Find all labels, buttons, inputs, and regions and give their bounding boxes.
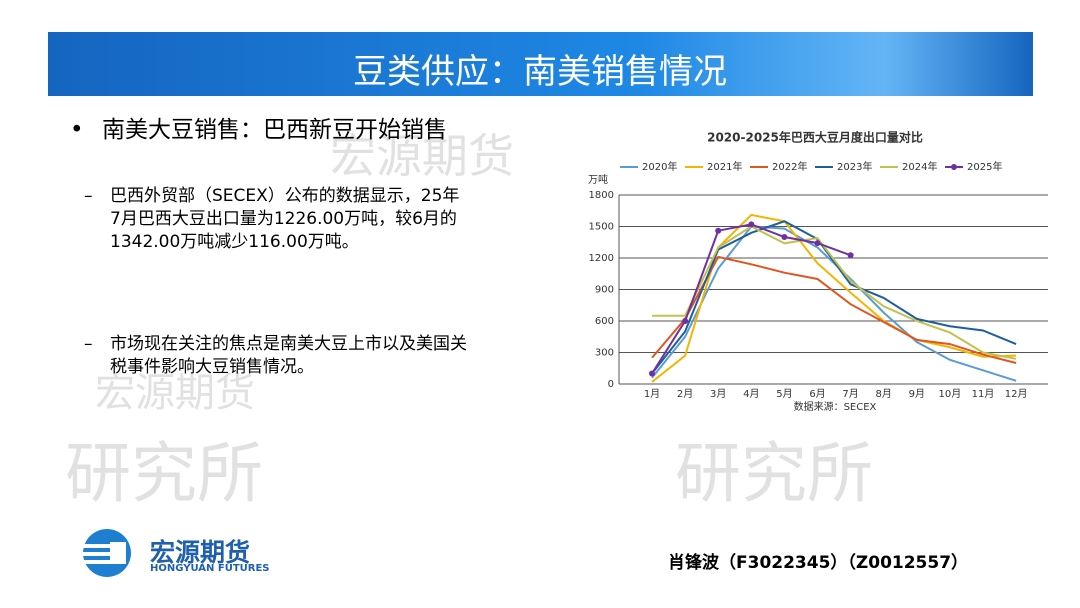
y-tick-label: 1500	[589, 222, 614, 233]
point	[814, 240, 821, 247]
series-line	[651, 255, 1017, 364]
title-banner	[48, 32, 1033, 96]
x-tick-label: 9月	[909, 388, 925, 400]
x-tick-label: 11月	[972, 388, 995, 400]
x-tick-label: 10月	[939, 388, 962, 400]
y-axis-label: 万吨	[588, 173, 608, 186]
y-tick-label: 600	[595, 316, 614, 327]
sub-bullet: 市场现在关注的焦点是南美大豆上市以及美国关税事件影响大豆销售情况。	[84, 333, 470, 379]
slide-title: 豆类供应：南美销售情况	[353, 52, 727, 92]
point	[781, 234, 788, 240]
y-tick-label: 1200	[589, 253, 614, 264]
legend-label: 2024年	[902, 160, 937, 173]
x-tick-label: 3月	[710, 388, 726, 400]
point	[682, 318, 689, 324]
logo-name: 宏源期货	[150, 538, 251, 567]
watermark: 研究所	[675, 435, 873, 512]
legend-label: 2025年	[967, 160, 1002, 173]
x-tick-label: 8月	[876, 388, 892, 400]
watermark: 研究所	[65, 435, 263, 512]
point	[748, 221, 755, 228]
y-tick-label: 1800	[589, 190, 614, 201]
series-line	[651, 213, 1017, 383]
chart: 2020-2025年巴西大豆月度出口量对比 万吨 数据来源：SECEX 0 300…	[588, 130, 1048, 413]
source: 数据来源：SECEX	[794, 400, 877, 413]
x-tick-label: 2月	[677, 388, 693, 400]
point	[847, 252, 854, 259]
bullet: • 南美大豆销售：巴西新豆开始销售	[70, 115, 490, 145]
watermark: 宏源期货	[330, 129, 514, 183]
series-line	[651, 223, 851, 375]
x-tick-label: 12月	[1005, 388, 1028, 400]
sub-bullet: 巴西外贸部（SECEX）公布的数据显示，25年7月巴西大豆出口量为1226.00…	[84, 185, 470, 254]
x-tick-label: 6月	[809, 388, 825, 400]
author: 肖锋波（F3022345）（Z0012557）	[668, 553, 969, 573]
y-tick-label: 300	[595, 348, 614, 359]
legend-label: 2022年	[772, 160, 807, 173]
legend-label: 2020年	[642, 160, 677, 173]
series-line	[652, 225, 1017, 360]
legend-label: 2021年	[707, 160, 742, 173]
legend-label: 2023年	[837, 160, 872, 173]
x-tick-label: 4月	[743, 388, 759, 400]
y-tick-label: 900	[595, 285, 614, 296]
point	[649, 370, 655, 377]
x-tick-label: 7月	[842, 388, 858, 400]
series-line	[651, 220, 1017, 375]
y-tick-label: 0	[608, 379, 614, 390]
logo-english: HONGYUAN FUTURES	[150, 563, 270, 574]
chart-title: 2020-2025年巴西大豆月度出口量对比	[707, 130, 923, 145]
legend-marker	[951, 164, 957, 170]
point	[715, 227, 722, 234]
x-tick-label: 1月	[644, 388, 660, 400]
logo-icon	[74, 529, 131, 577]
x-tick-label: 5月	[776, 388, 792, 400]
bullet-text: 南美大豆销售：巴西新豆开始销售	[102, 117, 447, 143]
